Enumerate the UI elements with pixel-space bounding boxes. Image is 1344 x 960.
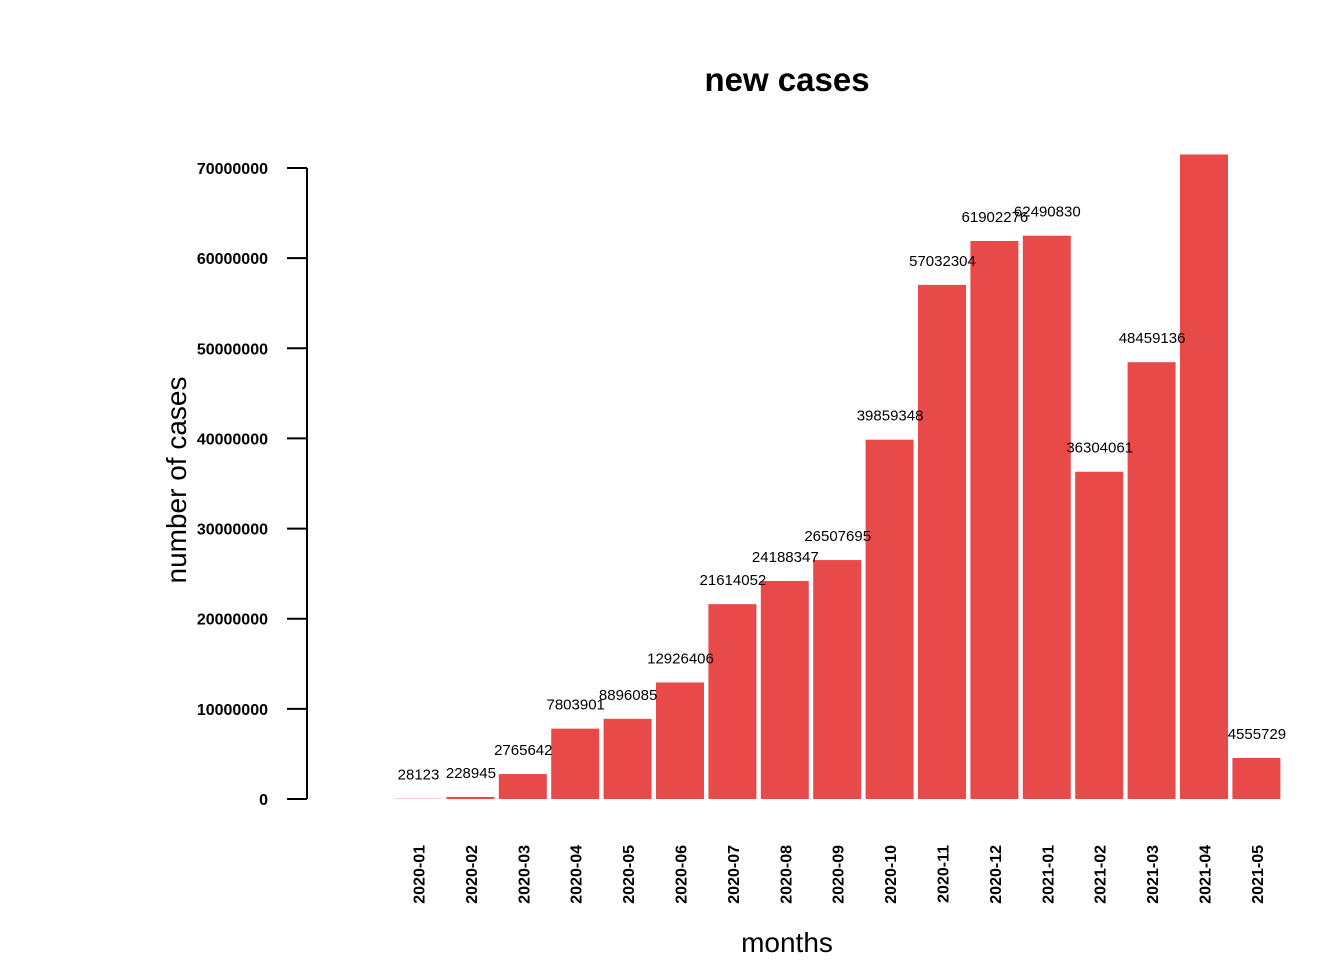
- x-tick-label-2020-07: 2020-07: [726, 845, 743, 904]
- bar-2020-11: [918, 284, 966, 799]
- data-label-2020-07: 21614052: [700, 572, 767, 589]
- x-tick-label-2021-03: 2021-03: [1145, 845, 1162, 904]
- y-tick-label: 40000000: [197, 431, 268, 448]
- bar-2020-12: [970, 240, 1019, 800]
- data-label-2021-01: 62490830: [1014, 204, 1081, 221]
- data-label-2020-05: 8896085: [599, 687, 657, 704]
- bar-2020-02: [446, 796, 495, 799]
- x-axis-tick-labels: 2020-01 2020-02 2020-03 2020-04 2020-05 2020-…: [412, 845, 1267, 904]
- data-label-2021-03: 48459136: [1119, 330, 1186, 347]
- x-tick-label-2020-08: 2020-08: [778, 845, 795, 904]
- bar-2021-02: [1075, 471, 1124, 799]
- y-axis-title: number of cases: [161, 377, 192, 584]
- y-tick-label: 60000000: [197, 251, 268, 268]
- x-tick-label-2021-05: 2021-05: [1250, 845, 1267, 904]
- x-tick-label-2020-01: 2020-01: [412, 845, 429, 904]
- bar-2020-03: [498, 774, 547, 799]
- data-label-2020-02: 228945: [446, 765, 496, 782]
- x-tick-label-2020-11: 2020-11: [936, 845, 953, 903]
- y-tick-label: 30000000: [197, 522, 268, 539]
- bar-2020-06: [656, 682, 704, 799]
- bar-2020-04: [551, 728, 600, 799]
- bar-2020-09: [813, 560, 862, 799]
- data-label-2021-05: 4555729: [1228, 726, 1286, 743]
- bar-2020-07: [708, 604, 757, 799]
- y-tick-label: 20000000: [197, 612, 268, 629]
- bar-2021-03: [1127, 362, 1176, 799]
- y-tick-label: 50000000: [197, 341, 268, 358]
- x-tick-label-2020-10: 2020-10: [883, 845, 900, 904]
- bars-group: [394, 154, 1281, 800]
- x-axis-title: months: [741, 927, 833, 958]
- y-tick-label: 10000000: [197, 702, 268, 719]
- data-label-2020-03: 2765642: [494, 742, 552, 759]
- x-tick-label-2020-05: 2020-05: [621, 845, 638, 904]
- bar-2021-05: [1232, 757, 1281, 799]
- data-label-2020-11: 57032304: [909, 253, 976, 270]
- chart-title: new cases: [704, 61, 869, 98]
- data-label-2020-12: 61902276: [962, 209, 1029, 226]
- bar-2020-05: [603, 718, 652, 799]
- x-tick-label-2021-04: 2021-04: [1198, 845, 1215, 904]
- x-tick-label-2021-02: 2021-02: [1093, 845, 1110, 904]
- x-tick-label-2020-09: 2020-09: [831, 845, 848, 904]
- x-tick-label-2020-12: 2020-12: [988, 845, 1005, 904]
- bar-2020-10: [865, 439, 914, 799]
- data-label-2020-06: 12926406: [647, 650, 714, 667]
- data-label-2020-01: 28123: [398, 767, 440, 784]
- bar-2021-04: [1180, 154, 1228, 799]
- x-tick-label-2021-01: 2021-01: [1040, 845, 1057, 904]
- data-label-2020-09: 26507695: [804, 528, 871, 545]
- data-label-2020-08: 24188347: [752, 549, 819, 566]
- x-tick-label-2020-06: 2020-06: [674, 845, 691, 904]
- bar-2020-08: [760, 580, 809, 799]
- y-tick-label: 70000000: [197, 161, 268, 178]
- x-tick-label-2020-02: 2020-02: [464, 845, 481, 904]
- data-label-2021-02: 36304061: [1066, 440, 1133, 457]
- y-tick-label: 0: [259, 792, 268, 809]
- x-tick-label-2020-04: 2020-04: [569, 845, 586, 904]
- y-axis-ticks: 0 10000000 20000000 30000000 40000000 5000000…: [197, 161, 307, 809]
- data-label-2020-10: 39859348: [857, 408, 924, 425]
- data-label-2020-04: 7803901: [546, 697, 604, 714]
- x-tick-label-2020-03: 2020-03: [516, 845, 533, 904]
- bar-2021-01: [1022, 235, 1071, 799]
